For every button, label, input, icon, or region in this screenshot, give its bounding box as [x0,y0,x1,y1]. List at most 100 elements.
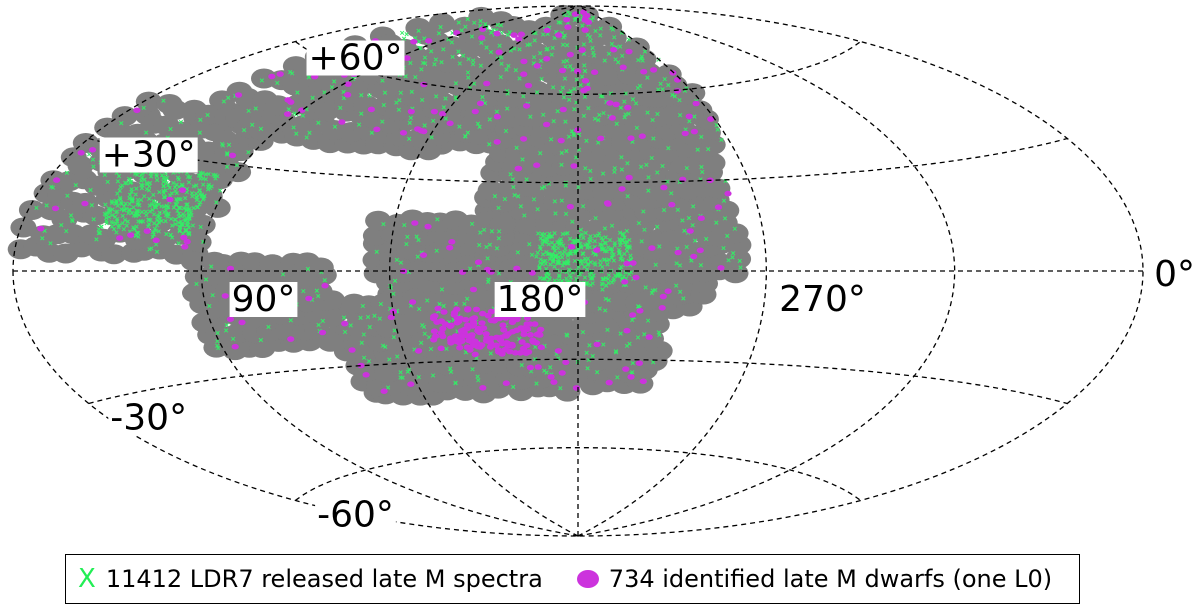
ldr7-spectrum-point [120,213,125,219]
ldr7-spectrum-point [555,259,560,265]
ldr7-spectrum-point [689,258,694,263]
ldr7-spectrum-point [118,197,123,202]
ldr7-spectrum-point [416,374,421,380]
late-m-dwarf-point [446,244,454,251]
late-m-dwarf-point [387,314,395,321]
late-m-dwarf-point [572,385,581,391]
ldr7-spectrum-point [592,239,597,244]
late-m-dwarf-point [659,293,667,300]
late-m-dwarf-point [462,316,470,323]
ldr7-spectrum-point [320,318,325,324]
ldr7-spectrum-point [465,130,471,135]
ldr7-spectrum-point [681,296,686,301]
ldr7-spectrum-point [241,127,247,133]
survey-plate-7 [132,183,159,204]
ldr7-spectrum-point [552,35,557,41]
late-m-dwarf-point [638,133,646,139]
survey-plate-7 [225,162,252,183]
ldr7-spectrum-point [552,231,557,236]
ldr7-spectrum-point [163,219,168,224]
ldr7-spectrum-point [246,150,251,155]
ldr7-spectrum-point [197,130,202,135]
ldr7-spectrum-point [572,107,577,112]
ldr7-spectrum-point [433,57,438,62]
ldr7-spectrum-point [300,113,306,118]
ldr7-spectrum-point [225,151,230,156]
late-m-dwarf-point [564,24,572,30]
ldr7-spectrum-point [558,89,564,95]
late-m-dwarf-point [341,320,349,327]
ldr7-spectrum-point [489,30,494,35]
ldr7-spectrum-point [700,169,705,175]
ldr7-spectrum-point [556,278,561,283]
ldr7-spectrum-point [127,192,133,197]
late-m-dwarf-point [321,282,329,289]
ldr7-spectrum-point [120,221,125,226]
ldr7-spectrum-point [625,194,630,199]
ldr7-spectrum-point [147,247,152,252]
ldr7-spectrum-point [422,61,428,66]
ldr7-spectrum-point [416,39,422,44]
late-m-dwarf-point [568,244,576,250]
ldr7-spectrum-point [136,234,141,239]
ldr7-spectrum-point [295,90,300,95]
ldr7-spectrum-point [552,246,557,251]
survey-plate-2 [489,214,516,235]
late-m-dwarf-point [221,293,229,299]
ldr7-spectrum-point [154,249,160,254]
ldr7-spectrum-point [510,177,515,182]
ldr7-spectrum-point [216,345,221,351]
ldr7-spectrum-point [136,212,142,218]
dec-tick-label-p30-bg [99,137,198,173]
ldr7-spectrum-point [292,111,297,116]
ldr7-spectrum-point [651,360,656,365]
ldr7-spectrum-point [699,134,704,140]
late-m-dwarf-point [447,335,455,342]
survey-plate-7 [185,232,212,253]
late-m-dwarf-point [483,335,491,341]
ldr7-spectrum-point [549,234,555,239]
ldr7-spectrum-point [533,344,538,350]
ldr7-spectrum-point [161,190,166,196]
ldr7-spectrum-point [217,188,223,193]
ldr7-spectrum-point [534,90,540,95]
ldr7-spectrum-point [597,112,602,118]
ldr7-spectrum-point [215,174,220,179]
ldr7-spectrum-point [580,330,586,335]
ldr7-spectrum-point [91,164,96,169]
ldr7-spectrum-point [396,107,402,112]
ldr7-spectrum-point [623,91,628,96]
ldr7-spectrum-point [630,360,635,366]
late-m-dwarf-point [373,126,381,133]
ldr7-spectrum-point [542,368,547,373]
ldr7-spectrum-point [65,193,70,198]
ldr7-spectrum-point [650,117,655,123]
ldr7-spectrum-point [730,255,735,260]
ldr7-spectrum-point [443,96,448,101]
ldr7-spectrum-point [305,266,311,272]
ldr7-spectrum-point [465,17,470,22]
ldr7-spectrum-point [572,258,577,264]
ldr7-spectrum-point [151,192,156,198]
ldr7-spectrum-point [626,111,631,116]
ldr7-spectrum-point [290,71,295,76]
ldr7-spectrum-point [198,176,203,181]
ldr7-spectrum-point [557,250,562,255]
ldr7-spectrum-point [695,147,700,152]
ldr7-spectrum-point [91,217,96,222]
ldr7-spectrum-point [178,119,184,125]
ldr7-spectrum-point [603,308,608,313]
late-m-dwarf-point [457,332,465,339]
ldr7-spectrum-point [715,127,720,132]
ldr7-spectrum-point [566,134,572,139]
late-m-dwarf-point [89,147,97,153]
ldr7-spectrum-point [587,343,592,348]
late-m-dwarf-point [578,47,586,53]
ldr7-spectrum-point [568,275,573,280]
late-m-dwarf-point [453,319,461,326]
ldr7-spectrum-point [166,211,171,217]
ldr7-spectrum-point [620,231,625,236]
survey-plate-6 [264,95,291,116]
ldr7-spectrum-point [503,128,509,134]
ldr7-spectrum-point [128,180,133,185]
